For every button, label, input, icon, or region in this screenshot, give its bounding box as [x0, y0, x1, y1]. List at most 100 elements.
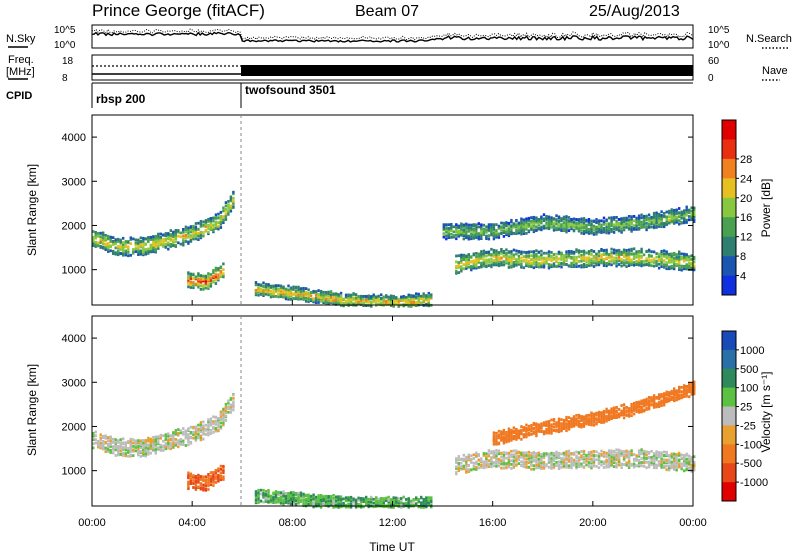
vel-cell — [277, 493, 280, 497]
power-cell — [289, 293, 293, 297]
power-cell — [427, 301, 430, 305]
vel-cell — [567, 424, 571, 428]
power-cell — [410, 296, 413, 300]
power-cell — [502, 224, 506, 227]
power-cell — [547, 266, 551, 270]
vel-cell — [154, 451, 157, 455]
vel-cell — [537, 462, 541, 466]
vel-cell — [665, 464, 668, 468]
vel-cell — [92, 436, 95, 440]
vel-cell — [555, 453, 558, 457]
power-cell — [640, 250, 643, 253]
vel-cell — [592, 420, 596, 424]
power-cell — [324, 291, 328, 294]
vel-cell — [420, 495, 423, 499]
vel-cell — [457, 463, 460, 467]
vel-cell — [214, 475, 218, 478]
vel-cell — [129, 450, 132, 453]
power-cell — [385, 294, 388, 297]
vel-cell — [522, 451, 526, 455]
power-cell — [495, 249, 498, 253]
vel-cell — [622, 406, 626, 410]
power-cell — [482, 223, 486, 227]
power-cell — [279, 288, 283, 291]
power-cell — [500, 221, 503, 225]
power-cell — [678, 255, 681, 259]
power-cell — [640, 226, 643, 229]
power-cell — [339, 296, 343, 300]
vel-cell — [149, 437, 152, 441]
vel-cell — [612, 465, 616, 468]
power-cell — [154, 234, 157, 238]
power-cell — [615, 226, 618, 229]
vel-cell — [632, 404, 636, 407]
power-cell — [537, 226, 541, 230]
power-cell — [537, 262, 541, 265]
vel-cell — [219, 468, 223, 471]
vel-cell — [652, 461, 656, 465]
power-cell — [615, 259, 618, 263]
vel-cell — [199, 427, 203, 430]
vel-cell — [114, 438, 117, 441]
vel-cell — [615, 465, 618, 469]
vel-cell — [607, 465, 611, 469]
power-cell — [139, 249, 142, 253]
vel-cell — [505, 433, 508, 437]
vel-cell — [204, 427, 208, 431]
vel-cell — [542, 455, 546, 459]
power-cell — [650, 220, 653, 224]
vel-cell — [455, 459, 458, 462]
vel-cell — [683, 462, 686, 466]
power-cell — [640, 216, 643, 220]
vel-cell — [557, 427, 561, 430]
power-cell — [635, 226, 638, 229]
vel-cell — [650, 463, 653, 466]
vel-cell — [392, 506, 395, 509]
power-cell — [668, 256, 671, 260]
vel-cell — [475, 467, 478, 471]
power-cell — [259, 291, 263, 295]
power-cell — [470, 223, 473, 227]
vel-cell — [500, 430, 503, 434]
power-cell — [540, 261, 543, 265]
power-cell — [114, 252, 117, 256]
power-cell — [214, 213, 218, 217]
power-cell — [122, 253, 125, 257]
vel-cell — [657, 455, 661, 458]
power-cell — [114, 238, 117, 242]
power-cell — [487, 225, 491, 229]
vel-cell — [580, 450, 583, 453]
power-cell — [327, 292, 330, 295]
power-cell — [522, 221, 526, 225]
power-cell — [169, 233, 172, 236]
vel-cell — [142, 448, 145, 451]
vel-cell — [455, 457, 458, 460]
power-cell — [127, 240, 130, 243]
vel-cell — [392, 503, 395, 506]
vel-cell — [530, 463, 533, 467]
vel-cell — [425, 502, 428, 506]
vel-cell — [277, 496, 280, 500]
power-cell — [580, 257, 583, 260]
power-cell — [167, 237, 170, 241]
power-cell — [642, 225, 646, 229]
vel-cell — [592, 418, 596, 422]
vel-cell — [254, 495, 258, 499]
vel-cell — [688, 468, 691, 471]
power-cell — [92, 242, 95, 246]
power-cell — [267, 288, 270, 292]
power-cell — [592, 255, 596, 258]
colorbar-swatch — [722, 120, 736, 140]
vel-cell — [607, 463, 611, 467]
power-cell — [552, 262, 556, 266]
power-cell — [182, 237, 185, 241]
vel-cell — [282, 500, 285, 503]
power-cell — [565, 250, 568, 254]
power-cell — [693, 266, 696, 269]
power-cell — [627, 224, 631, 227]
vel-cell — [688, 466, 691, 470]
power-cell — [467, 237, 470, 241]
vel-cell — [297, 501, 300, 505]
power-cell — [102, 238, 105, 242]
vel-cell — [347, 502, 350, 506]
